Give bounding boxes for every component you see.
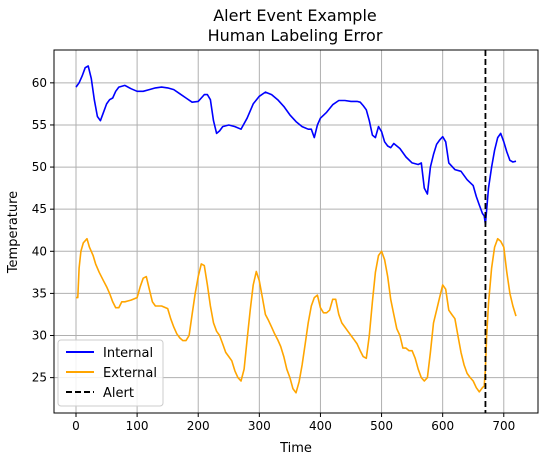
y-axis-ticks: 25 30 35 40 45 50 55 60 [32, 76, 54, 385]
legend-box [57, 339, 164, 407]
plot-frame [53, 49, 539, 414]
x-tick-label: 300 [248, 419, 271, 433]
x-tick-label: 0 [72, 419, 80, 433]
y-tick-label: 50 [32, 160, 47, 174]
y-tick-label: 35 [32, 286, 47, 300]
legend: Internal External Alert [57, 339, 164, 407]
x-tick-label: 100 [126, 419, 149, 433]
chart-title: Alert Event Example [213, 6, 377, 25]
x-tick-label: 400 [309, 419, 332, 433]
legend-label-alert: Alert [103, 386, 134, 401]
y-axis-label: Temperature [6, 191, 21, 274]
x-tick-label: 200 [187, 419, 210, 433]
x-axis-label: Time [279, 441, 312, 456]
y-tick-label: 45 [32, 202, 47, 216]
chart-subtitle: Human Labeling Error [208, 26, 383, 45]
y-tick-label: 40 [32, 244, 47, 258]
x-tick-label: 600 [431, 419, 454, 433]
series-line-internal [75, 65, 517, 226]
series-layer [75, 65, 517, 394]
y-tick-label: 30 [32, 329, 47, 343]
y-tick-label: 60 [32, 76, 47, 90]
x-axis-ticks: 0 100 200 300 400 500 600 700 [72, 413, 515, 433]
legend-label-external: External [103, 366, 157, 381]
x-tick-label: 700 [492, 419, 515, 433]
legend-label-internal: Internal [103, 346, 153, 361]
grid [54, 50, 538, 413]
series-line-external [76, 237, 517, 394]
y-tick-label: 55 [32, 118, 47, 132]
y-tick-label: 25 [32, 371, 47, 385]
x-tick-label: 500 [370, 419, 393, 433]
